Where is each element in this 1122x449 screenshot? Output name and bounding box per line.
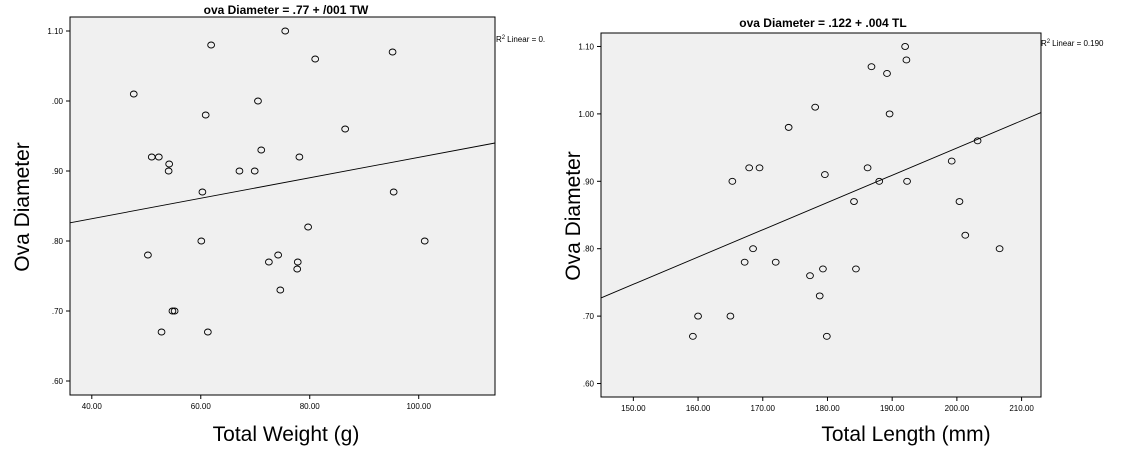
scatter-plot-total-length: ova Diameter = .122 + .004 TL R2 Linear = … xyxy=(562,16,1104,446)
chart1-data-point xyxy=(197,237,206,245)
chart2-fit-line xyxy=(600,112,1042,299)
chart2-data-point xyxy=(749,245,757,253)
chart2-y-tick-label: .90 xyxy=(583,177,595,186)
chart1-y-tick-label: .60 xyxy=(52,377,64,386)
chart1-data-point xyxy=(274,251,282,259)
chart1-data-point xyxy=(198,188,207,196)
chart1-data-point xyxy=(257,146,266,154)
chart1-data-point xyxy=(341,125,350,133)
chart1-y-tick-label: .80 xyxy=(52,237,64,246)
chart1-data-point xyxy=(165,160,174,168)
chart2-x-tick-label: 190.00 xyxy=(880,404,905,413)
chart1-data-point xyxy=(311,55,320,63)
chart2-x-tick-label: 150.00 xyxy=(621,404,646,413)
chart2-data-point xyxy=(806,272,814,280)
chart2-data-point xyxy=(821,171,829,179)
chart2-data-point xyxy=(902,56,911,64)
chart1-title: ova Diameter = .77 + /001 TW xyxy=(204,3,369,17)
chart2-data-point xyxy=(901,43,909,50)
chart1-x-axis-label: Total Weight (g) xyxy=(213,423,360,446)
chart1-y-tick-label: .90 xyxy=(52,167,64,176)
chart2-data-point xyxy=(726,312,735,320)
chart2-x-tick-label: 170.00 xyxy=(751,404,776,413)
chart2-data-point xyxy=(863,164,872,172)
chart2-r2-label: R2 Linear = 0.190 xyxy=(1041,39,1104,48)
chart2-y-tick-label: 1.10 xyxy=(578,42,594,51)
chart1-data-point xyxy=(304,223,312,231)
chart2-x-tick-label: 180.00 xyxy=(815,404,840,413)
chart1-data-point xyxy=(420,237,429,245)
scatter-plot-total-weight: ova Diameter = .77 + /001 TW R2 Linear = 0… xyxy=(11,3,545,446)
chart1-r2-label: R2 Linear = 0. xyxy=(496,35,545,44)
chart2-y-tick-label: 1.00 xyxy=(578,110,594,119)
chart2-data-point xyxy=(867,63,876,71)
chart1-data-point xyxy=(265,258,273,266)
chart1-y-tick-label: .00 xyxy=(52,97,64,106)
chart2-data-point xyxy=(883,69,891,77)
chart-right: ova Diameter = .122 + .004 TL R2 Linear = … xyxy=(561,0,1122,449)
chart2-data-point xyxy=(822,332,831,340)
chart1-data-point xyxy=(293,258,302,266)
chart1-data-point xyxy=(276,286,285,294)
chart2-data-point xyxy=(995,245,1004,253)
chart2-data-point xyxy=(694,312,702,320)
chart1-data-point xyxy=(144,251,152,259)
chart1-data-point xyxy=(207,41,215,49)
chart1-data-point xyxy=(388,48,397,56)
chart2-y-tick-label: .60 xyxy=(583,380,595,389)
chart2-data-point xyxy=(811,103,820,111)
chart1-data-point xyxy=(254,97,262,105)
chart1-data-point xyxy=(281,27,290,35)
chart1-data-point xyxy=(235,167,244,175)
chart1-y-axis-label: Ova Diameter xyxy=(11,142,34,272)
chart2-data-point xyxy=(771,258,780,266)
chart2-data-point xyxy=(961,231,970,239)
chart1-y-tick-label: .70 xyxy=(52,307,64,316)
chart1-data-point xyxy=(204,328,212,336)
chart2-data-point xyxy=(815,292,824,300)
chart1-data-point xyxy=(154,153,163,161)
chart1-data-point xyxy=(295,153,304,161)
chart2-data-point xyxy=(755,164,764,172)
chart-left: ova Diameter = .77 + /001 TW R2 Linear = 0… xyxy=(11,3,545,446)
chart1-x-tick-label: 80.00 xyxy=(300,402,321,411)
chart2-data-point xyxy=(903,177,911,185)
chart2-data-point xyxy=(973,137,982,145)
chart2-data-point xyxy=(740,258,749,266)
chart1-x-tick-label: 60.00 xyxy=(191,402,212,411)
chart2-y-tick-label: .80 xyxy=(583,245,595,254)
chart2-data-point xyxy=(875,177,884,185)
chart2-y-axis-label: Ova Diameter xyxy=(562,151,585,281)
chart1-data-point xyxy=(164,167,173,175)
chart1-data-point xyxy=(250,167,259,175)
chart2-x-tick-label: 160.00 xyxy=(686,404,711,413)
chart1-fit-line xyxy=(69,142,496,224)
chart1-data-point xyxy=(201,111,210,119)
chart2-data-point xyxy=(819,265,827,273)
chart1-data-point xyxy=(389,188,398,196)
chart1-data-point xyxy=(293,265,302,273)
chart2-data-point xyxy=(947,157,956,165)
chart1-plot-area xyxy=(69,16,496,396)
chart1-data-point xyxy=(170,307,179,315)
chart1-x-tick-label: 40.00 xyxy=(82,402,103,411)
chart2-data-point xyxy=(955,198,964,205)
chart2-data-point xyxy=(885,110,894,118)
chart2-data-point xyxy=(850,198,858,205)
chart2-data-point xyxy=(784,123,793,131)
chart1-x-tick-label: 100.00 xyxy=(406,402,431,411)
chart1-data-point xyxy=(129,90,138,98)
chart2-data-point xyxy=(689,332,697,340)
chart2-plot-area xyxy=(600,32,1042,398)
chart1-data-point xyxy=(157,328,166,336)
chart2-data-point xyxy=(852,265,860,273)
chart2-x-axis-label: Total Length (mm) xyxy=(821,423,990,446)
chart2-title: ova Diameter = .122 + .004 TL xyxy=(739,16,906,30)
chart2-data-point xyxy=(745,164,754,172)
chart2-data-point xyxy=(728,177,737,185)
chart2-x-tick-label: 210.00 xyxy=(1009,404,1034,413)
chart2-x-tick-label: 200.00 xyxy=(945,404,970,413)
chart2-y-tick-label: .70 xyxy=(583,312,595,321)
chart1-y-tick-label: 1.10 xyxy=(47,27,63,36)
